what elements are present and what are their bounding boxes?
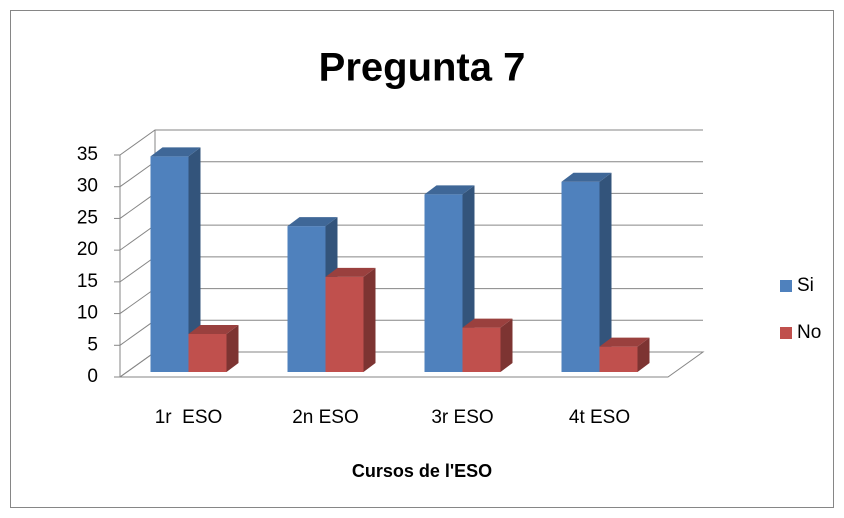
bar-front	[188, 333, 227, 372]
chart-title: Pregunta 7	[319, 46, 526, 90]
x-tick-label: 3r ESO	[431, 407, 493, 428]
bar-top	[150, 147, 201, 157]
legend-swatch	[780, 327, 792, 339]
chart-frame	[10, 10, 834, 508]
y-tick-label: 0	[87, 366, 98, 387]
x-tick-label: 4t ESO	[569, 407, 630, 428]
bar-top	[424, 185, 475, 195]
grid-line	[119, 129, 703, 156]
y-tick-label: 15	[77, 271, 98, 292]
bar-top	[325, 267, 376, 277]
bar-front	[424, 194, 463, 372]
bar-front	[325, 276, 364, 372]
bar-top	[287, 217, 338, 227]
bar-front	[287, 226, 326, 372]
y-tick-label: 20	[77, 239, 98, 260]
bar-front	[599, 346, 638, 372]
bar-top	[599, 337, 650, 347]
bar-top	[561, 172, 612, 182]
bar-top	[188, 324, 239, 334]
bar-side	[500, 318, 513, 372]
x-tick-label: 1r ESO	[155, 407, 223, 428]
bar-side	[637, 337, 650, 372]
y-tick-label: 35	[77, 144, 98, 165]
bar-front	[462, 327, 501, 372]
y-tick-label: 5	[87, 334, 98, 355]
bar-side	[363, 267, 376, 372]
bar-front	[150, 156, 189, 372]
x-tick-label: 2n ESO	[292, 407, 359, 428]
y-tick-label: 25	[77, 207, 98, 228]
y-tick-label: 30	[77, 176, 98, 197]
bar-side	[599, 172, 612, 372]
bar-side	[188, 147, 201, 372]
bar-front	[561, 181, 600, 372]
legend-label: No	[797, 322, 821, 343]
legend-label: Si	[797, 275, 814, 296]
legend-swatch	[780, 280, 792, 292]
x-axis-title: Cursos de l'ESO	[352, 461, 492, 481]
bar-top	[462, 318, 513, 328]
y-tick-label: 10	[77, 303, 98, 324]
bar-side	[226, 324, 239, 372]
